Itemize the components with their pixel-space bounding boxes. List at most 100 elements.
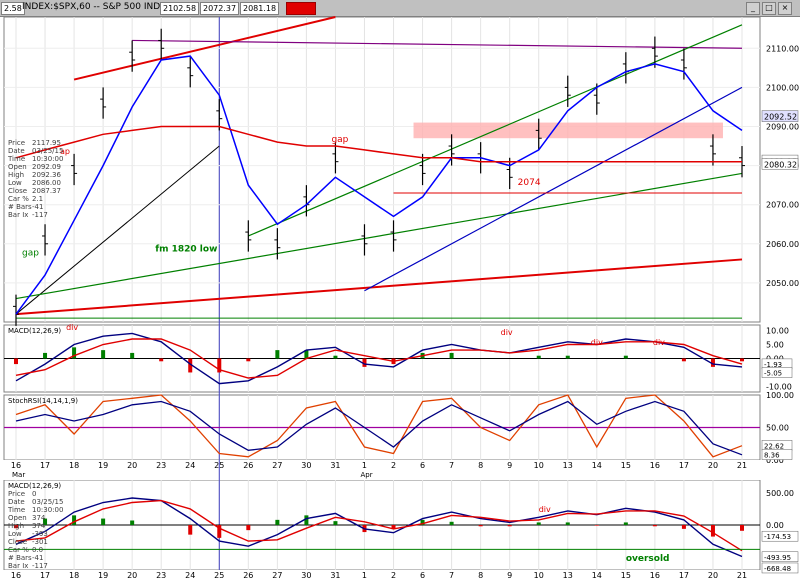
macd2-info-key: # Bars [8,554,32,562]
close-icon[interactable]: × [778,2,792,15]
annotation-gap-2: gap [331,135,348,145]
open-value: 2.58 [1,2,25,15]
x-tick-label: 14 [592,461,602,470]
x-tick-label-bottom: 15 [621,571,631,580]
x-tick-label-bottom: 6 [420,571,425,580]
blue-uptrend-line [364,86,743,292]
macd1-div-annotation: div [653,338,665,347]
price-label: 2092.52 [764,113,797,122]
minimize-icon[interactable]: _ [746,2,760,15]
macd1-hist-bar [623,355,628,359]
macd1-signal-line [15,338,743,379]
macd1-hist-bar [304,350,309,359]
macd1-hist-bar [333,355,338,359]
info-value: 2086.00 [32,179,61,187]
macd2-hist-bar [594,525,599,526]
resistance-band [413,122,723,139]
macd2-info-key: Low [8,530,22,538]
macd2-info-key: Car % [8,546,29,554]
macd2-hist-bar [217,525,222,538]
macd2-info-key: Price [8,490,25,498]
macd2-info-key: Time [7,506,25,514]
macd2-info-value: 03/25/15 [32,498,63,506]
macd2-hist-bar [275,519,280,525]
green-channel-upper [248,24,743,237]
info-key: Date [8,147,25,155]
x-tick-label: 8 [478,461,483,470]
x-tick-label-bottom: 21 [737,571,747,580]
x-tick-label-bottom: 31 [330,571,340,580]
macd2-value-box [761,562,799,574]
macd1-hist-bar [188,358,193,373]
macd1-title: MACD(12,26,9) [8,327,61,335]
x-tick-label-bottom: 30 [301,571,311,580]
macd2-info-value: -117 [32,562,48,570]
change-indicator [286,2,316,15]
macd2-value: -668.48 [764,565,791,573]
info-key: Low [8,179,22,187]
price-label-box [761,158,799,170]
macd2-hist-bar [101,518,106,525]
info-key: Price [8,139,25,147]
macd1-y-tick: 5.00 [766,341,784,350]
price-ma-red [15,125,742,163]
x-tick-label: 26 [243,461,253,470]
info-key: Close [8,187,27,195]
price-frame [3,16,761,323]
long-red-trendline [15,258,743,316]
macd1-hist-bar [710,358,715,367]
x-tick-label: 18 [69,461,79,470]
x-axis-strip-top [0,460,800,480]
x-tick-label: 7 [449,461,454,470]
x-tick-label-bottom: 20 [708,571,718,580]
x-tick-label-bottom: 23 [156,571,166,580]
x-tick-label-bottom: 25 [214,571,224,580]
x-tick-label-bottom: 9 [507,571,512,580]
macd2-signal-line [15,499,743,552]
x-tick-label-bottom: 26 [243,571,253,580]
macd2-oversold-annotation: oversold [626,554,670,564]
x-tick-label: 1 [362,461,367,470]
macd1-y-tick: -10.00 [766,382,792,391]
macd2-title: MACD(12,26,9) [8,482,61,490]
macd1-hist-bar [362,358,367,367]
macd2-info-value: 0 [32,490,36,498]
x-month-label: Apr [360,471,372,479]
top-red-trendline [73,16,336,81]
macd2-y-tick: 500.00 [766,489,794,498]
macd2-info-key: Bar Ix [8,562,28,570]
price-y-tick: 2090.00 [766,122,799,131]
macd1-hist-bar [72,347,77,359]
macd2-div-annotation: div [539,505,551,514]
macd2-hist-bar [478,525,483,527]
macd2-value: -174.53 [764,533,791,541]
maximize-icon[interactable]: □ [762,2,776,15]
info-value: 03/25/15 [32,147,63,155]
macd1-value: -5.05 [764,370,782,378]
macd2-hist-bar [188,525,193,535]
macd1-y-tick: 10.00 [766,327,789,336]
info-key: # Bars [8,203,32,211]
x-tick-label: 20 [127,461,137,470]
macd1-hist-bar [14,358,18,365]
macd2-info-value: 374 [32,514,46,522]
x-tick-label: 31 [330,461,340,470]
info-key: High [8,171,24,179]
x-tick-label: 17 [40,461,50,470]
macd2-hist-bar [710,525,715,537]
x-tick-label: 17 [679,461,689,470]
black-uptrend-line [15,145,220,315]
stoch-value-box [761,449,793,460]
x-tick-label: 2 [391,461,396,470]
x-tick-label-bottom: 16 [11,571,21,580]
x-tick-label: 15 [621,461,631,470]
x-tick-label: 19 [98,461,108,470]
low-value: 2072.37 [200,2,240,15]
x-tick-label-bottom: 19 [98,571,108,580]
macd2-hist-bar [333,521,338,525]
macd2-macd-line [15,497,743,558]
macd1-hist-bar [159,358,164,362]
macd1-macd-line [15,332,743,385]
x-tick-label: 21 [737,461,747,470]
macd2-hist-bar [536,522,541,525]
